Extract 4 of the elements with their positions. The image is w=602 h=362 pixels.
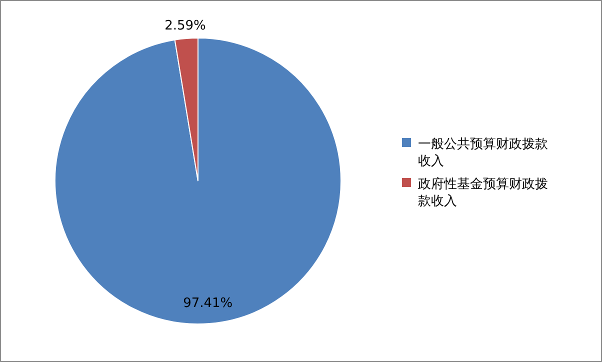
data-label: 97.41% — [183, 296, 233, 312]
legend-label: 一般公共预算财政拨款收入 — [418, 137, 548, 169]
data-label: 2.59% — [164, 18, 206, 34]
legend-label: 政府性基金预算财政拨款收入 — [418, 176, 548, 209]
